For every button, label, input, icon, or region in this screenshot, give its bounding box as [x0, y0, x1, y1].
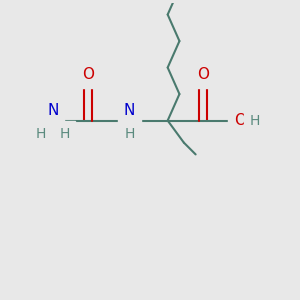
Text: O: O	[82, 68, 94, 82]
Text: O: O	[234, 113, 246, 128]
Text: H: H	[59, 127, 70, 141]
Text: O: O	[197, 68, 209, 82]
Text: H: H	[36, 127, 46, 141]
Text: N: N	[124, 103, 135, 118]
Text: H: H	[124, 127, 135, 141]
Text: H: H	[249, 114, 260, 128]
Text: N: N	[47, 103, 58, 118]
